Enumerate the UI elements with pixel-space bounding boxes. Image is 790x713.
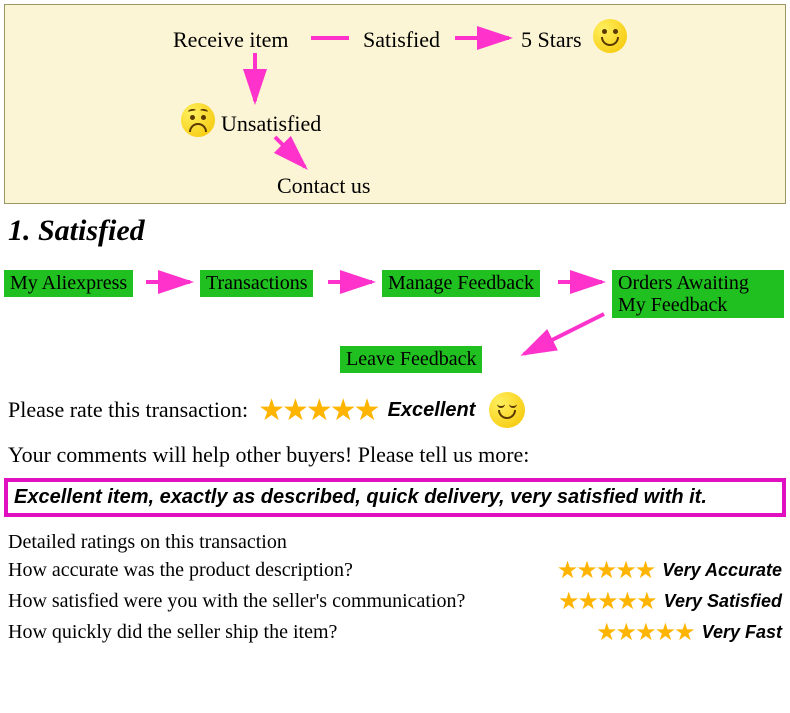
detailed-stars[interactable]: ★★★★★ xyxy=(596,618,694,647)
detailed-question: How quickly did the seller ship the item… xyxy=(8,621,596,644)
detailed-title: Detailed ratings on this transaction xyxy=(8,531,782,554)
detailed-question: How accurate was the product description… xyxy=(8,559,557,582)
smiley-beaming-icon xyxy=(489,392,525,428)
rate-transaction-line: Please rate this transaction: ★★★★★ Exce… xyxy=(8,392,782,428)
step-orders-awaiting: Orders Awaiting My Feedback xyxy=(612,270,784,318)
flow-satisfied: Satisfied xyxy=(363,27,440,53)
detailed-question: How satisfied were you with the seller's… xyxy=(8,590,558,613)
feedback-flowchart: Receive item Satisfied 5 Stars Unsatisfi… xyxy=(4,4,786,204)
rate-prompt: Please rate this transaction: xyxy=(8,397,248,423)
flow-contact-us: Contact us xyxy=(277,173,371,199)
smiley-happy-icon xyxy=(593,19,627,53)
step-my-aliexpress: My Aliexpress xyxy=(4,270,133,297)
step-transactions: Transactions xyxy=(200,270,313,297)
detailed-label: Very Satisfied xyxy=(664,591,782,612)
detailed-ratings: Detailed ratings on this transaction How… xyxy=(8,531,782,647)
detailed-row: How satisfied were you with the seller's… xyxy=(8,587,782,616)
feedback-steps-flow: My Aliexpress Transactions Manage Feedba… xyxy=(4,254,786,384)
detailed-row: How quickly did the seller ship the item… xyxy=(8,618,782,647)
detailed-label: Very Fast xyxy=(702,622,782,643)
smiley-unhappy-icon xyxy=(181,103,215,137)
detailed-label: Very Accurate xyxy=(662,560,782,581)
detailed-stars[interactable]: ★★★★★ xyxy=(558,587,656,616)
step-leave-feedback: Leave Feedback xyxy=(340,346,482,373)
detailed-stars[interactable]: ★★★★★ xyxy=(557,556,655,585)
flow-5-stars: 5 Stars xyxy=(521,27,582,53)
flow-receive-item: Receive item xyxy=(173,27,288,53)
flow-unsatisfied: Unsatisfied xyxy=(221,111,321,137)
review-text-box[interactable]: Excellent item, exactly as described, qu… xyxy=(4,478,786,517)
comments-prompt: Your comments will help other buyers! Pl… xyxy=(8,442,782,468)
detailed-row: How accurate was the product description… xyxy=(8,556,782,585)
step-manage-feedback: Manage Feedback xyxy=(382,270,540,297)
section-heading: 1. Satisfied xyxy=(8,214,782,248)
rating-stars[interactable]: ★★★★★ xyxy=(258,393,377,428)
rating-label: Excellent xyxy=(388,399,476,422)
